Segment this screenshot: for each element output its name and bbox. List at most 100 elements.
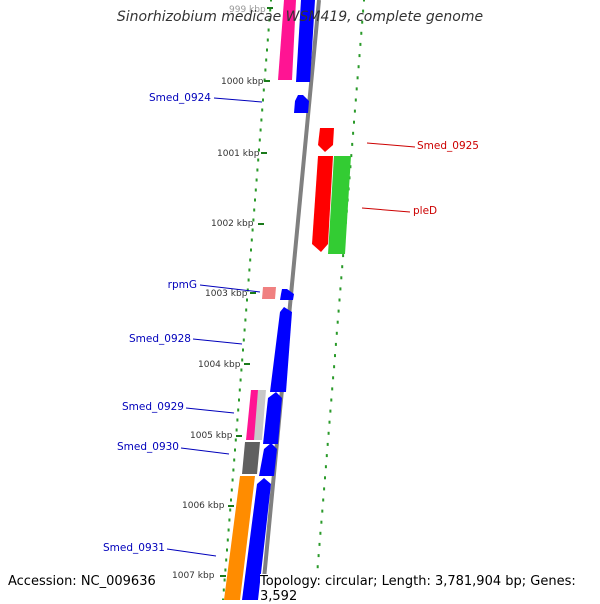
track-dot: [266, 48, 268, 52]
tick-label: 1001 kbp: [217, 149, 260, 159]
track-dot: [236, 418, 239, 422]
track-dot: [355, 87, 358, 91]
rpmg-light-red[interactable]: [262, 287, 276, 299]
track-dot: [328, 420, 331, 424]
track-dot: [332, 376, 335, 380]
track-dot: [227, 528, 230, 532]
track-dot: [244, 318, 247, 322]
leader-line: [166, 548, 217, 557]
track-dot: [245, 308, 248, 312]
track-dot: [360, 31, 363, 35]
track-dot: [264, 68, 267, 72]
track-dot: [324, 465, 327, 469]
track-dot: [351, 142, 354, 146]
track-dot: [266, 38, 269, 42]
track-dot: [339, 287, 342, 291]
track-dot: [320, 520, 323, 524]
tick-marks: [220, 7, 273, 577]
blue-arrow-mid[interactable]: [263, 392, 282, 444]
track-dot: [262, 88, 265, 92]
leader-line: [192, 338, 243, 345]
track-dot: [250, 248, 252, 252]
track-dot: [222, 598, 224, 600]
track-dot: [259, 128, 262, 132]
track-dot: [358, 54, 361, 58]
track-dot: [353, 109, 356, 113]
track-dot: [354, 98, 357, 102]
tick-label: 1003 kbp: [205, 289, 248, 299]
red-gene-pled[interactable]: [312, 156, 333, 252]
track-dot: [246, 288, 249, 292]
dark-gray-feature[interactable]: [242, 442, 260, 474]
blue-long-arrow[interactable]: [270, 307, 292, 392]
track-dot: [223, 578, 226, 582]
track-dot: [337, 309, 340, 313]
right-dotted-track: [314, 0, 365, 600]
gene-label-smed-0925[interactable]: Smed_0925: [417, 140, 479, 152]
gray-light-feature[interactable]: [254, 390, 266, 440]
leader-line: [199, 284, 261, 293]
track-dot: [234, 438, 237, 442]
gene-label-smed-0924[interactable]: Smed_0924: [149, 92, 211, 104]
track-dot: [224, 568, 227, 572]
blue-small-arrow-2[interactable]: [280, 289, 294, 300]
track-dot: [261, 108, 264, 112]
track-dot: [334, 342, 337, 346]
tick-label: 1000 kbp: [221, 77, 264, 87]
topology-text: Topology: circular; Length: 3,781,904 bp…: [260, 574, 600, 604]
track-dot: [333, 365, 336, 369]
blue-small-arrow[interactable]: [294, 95, 309, 113]
gene-label-pled[interactable]: pleD: [413, 205, 437, 217]
track-dot: [256, 168, 259, 172]
track-dot: [238, 398, 240, 402]
track-dot: [226, 548, 228, 552]
track-dot: [323, 487, 326, 491]
tick-label: 999 kbp: [229, 5, 266, 15]
gene-label-smed-0931[interactable]: Smed_0931: [103, 542, 165, 554]
track-dot: [250, 238, 253, 242]
gene-label-smed-0929[interactable]: Smed_0929: [122, 401, 184, 413]
track-dot: [336, 320, 339, 324]
blue-arrow-lower[interactable]: [259, 443, 277, 476]
track-dot: [258, 138, 261, 142]
gene-label-smed-0928[interactable]: Smed_0928: [129, 333, 191, 345]
track-dot: [317, 554, 320, 558]
track-dot: [318, 542, 321, 546]
track-dot: [359, 42, 362, 46]
green-feature[interactable]: [328, 156, 351, 254]
leader-line: [180, 447, 230, 455]
track-dot: [225, 558, 228, 562]
track-dot: [232, 468, 235, 472]
track-dot: [270, 0, 272, 2]
track-dot: [231, 478, 234, 482]
orange-feature[interactable]: [224, 476, 255, 600]
tick-label: 1004 kbp: [198, 360, 241, 370]
track-dot: [258, 148, 260, 152]
track-dot: [238, 388, 241, 392]
gene-label-smed-0930[interactable]: Smed_0930: [117, 441, 179, 453]
track-dot: [265, 58, 268, 62]
blue-feature-top[interactable]: [296, 0, 315, 82]
track-dot: [222, 588, 225, 592]
track-dot: [260, 118, 263, 122]
track-dot: [243, 328, 246, 332]
track-dot: [331, 387, 334, 391]
track-dot: [228, 518, 231, 522]
red-small-arrow[interactable]: [318, 128, 334, 152]
gene-label-rpmg[interactable]: rpmG: [168, 279, 197, 291]
track-dot: [352, 131, 355, 135]
pink-feature-top[interactable]: [278, 0, 296, 80]
track-dot: [334, 354, 336, 358]
track-dot: [353, 120, 355, 124]
track-dot: [319, 531, 322, 535]
track-dot: [235, 428, 238, 432]
blue-feature-bottom[interactable]: [242, 478, 271, 600]
track-dot: [229, 508, 232, 512]
track-dot: [234, 448, 236, 452]
track-dot: [325, 454, 328, 458]
track-dot: [246, 298, 248, 302]
track-dot: [363, 0, 365, 2]
track-dot: [254, 198, 256, 202]
track-dot: [233, 458, 236, 462]
